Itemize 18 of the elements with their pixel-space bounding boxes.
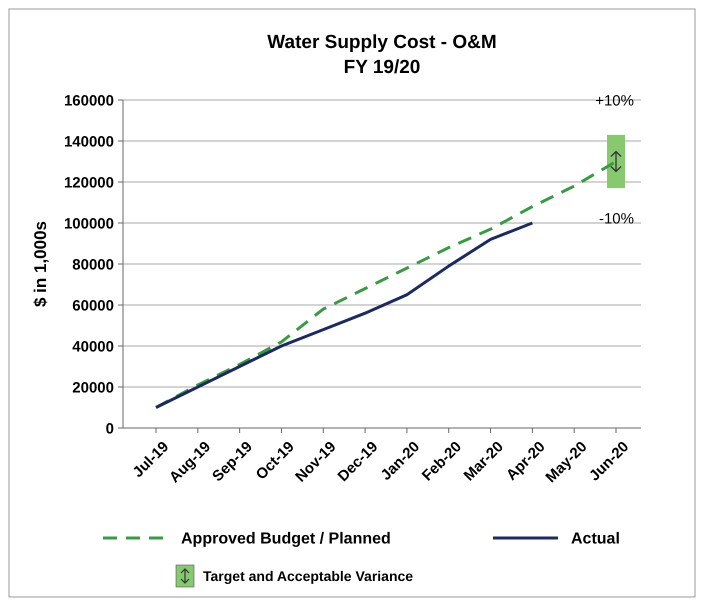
legend-label: Actual (571, 530, 620, 548)
y-tick-label: 40000 (72, 338, 114, 356)
y-tick-label: 100000 (64, 215, 114, 232)
chart-title: Water Supply Cost - O&M (267, 32, 497, 53)
y-tick-label: 60000 (72, 297, 114, 314)
y-tick-label: 0 (106, 420, 114, 438)
annotation: +10% (595, 92, 634, 110)
text: Target and Acceptable Variance (203, 568, 414, 584)
y-tick-label: 120000 (64, 174, 114, 192)
legend-label: Approved Budget / Planned (181, 530, 391, 548)
y-tick-label: 160000 (64, 92, 114, 110)
line-series (154, 222, 534, 409)
y-tick-label: 20000 (72, 379, 114, 396)
y-tick-label: 80000 (72, 256, 114, 274)
chart-subtitle: FY 19/20 (344, 57, 420, 78)
annotation: -10% (598, 210, 634, 228)
y-axis-title: $ in 1,000s (31, 220, 50, 308)
y-tick-label: 140000 (64, 133, 114, 150)
